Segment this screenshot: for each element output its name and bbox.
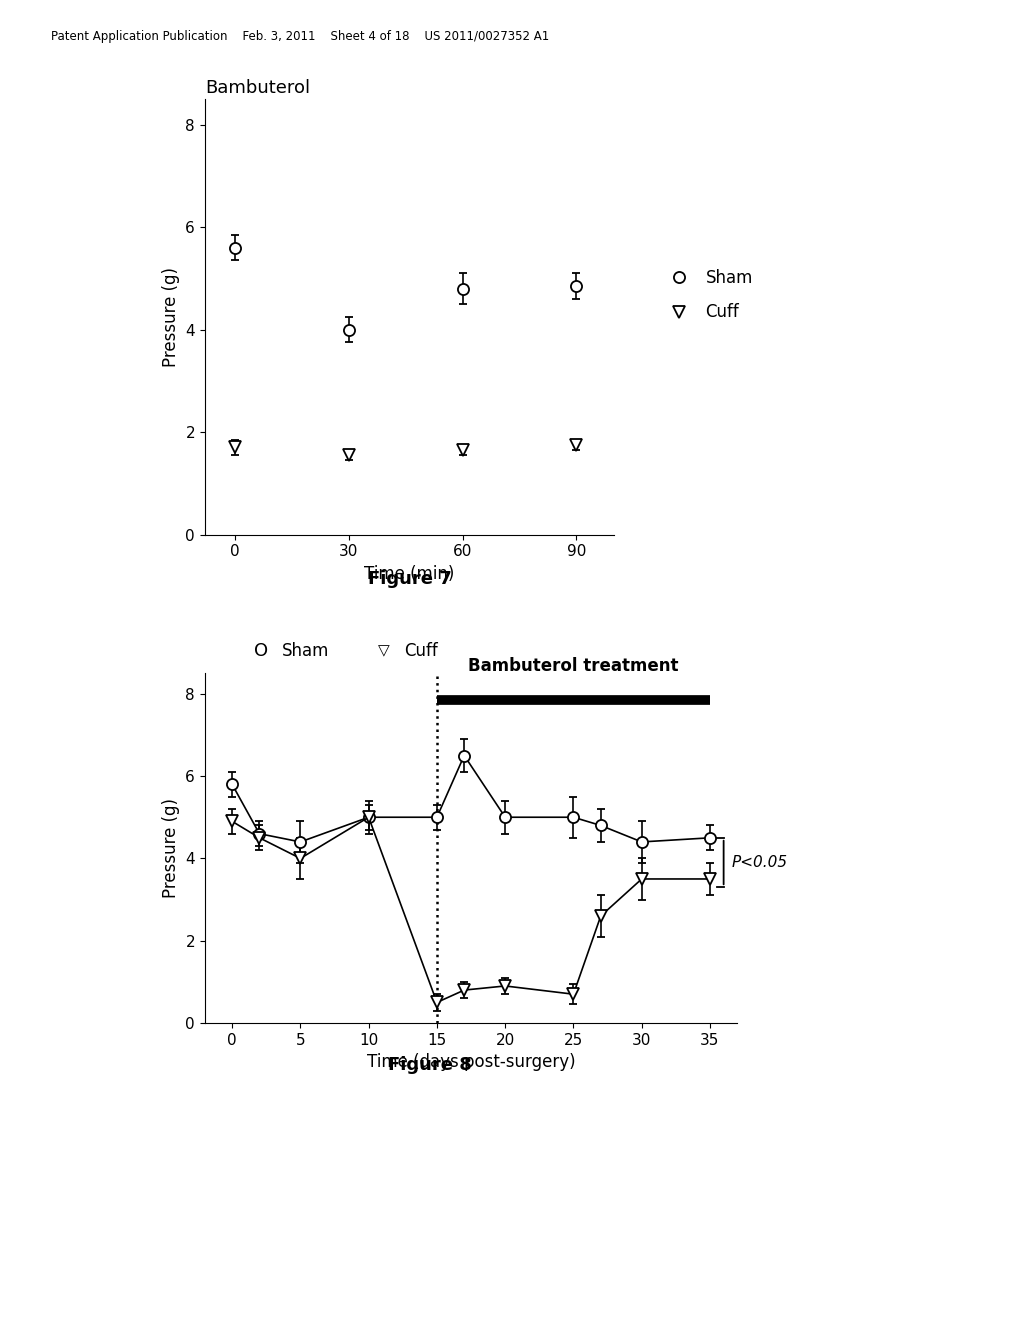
Y-axis label: Pressure (g): Pressure (g): [162, 799, 180, 898]
Text: O: O: [254, 642, 268, 660]
Text: Bambuterol treatment: Bambuterol treatment: [468, 657, 679, 676]
Text: Sham: Sham: [282, 642, 329, 660]
Text: Figure 7: Figure 7: [368, 570, 452, 589]
Legend: Sham, Cuff: Sham, Cuff: [655, 261, 760, 329]
Text: Patent Application Publication    Feb. 3, 2011    Sheet 4 of 18    US 2011/00273: Patent Application Publication Feb. 3, 2…: [51, 30, 550, 44]
Text: Figure 8: Figure 8: [388, 1056, 472, 1074]
X-axis label: Time (min): Time (min): [365, 565, 455, 583]
X-axis label: Time (days post-surgery): Time (days post-surgery): [367, 1053, 575, 1072]
Text: Cuff: Cuff: [404, 642, 438, 660]
Text: ▽: ▽: [378, 643, 390, 659]
Text: P<0.05: P<0.05: [732, 855, 787, 870]
Text: Bambuterol: Bambuterol: [205, 79, 310, 98]
Y-axis label: Pressure (g): Pressure (g): [162, 267, 180, 367]
